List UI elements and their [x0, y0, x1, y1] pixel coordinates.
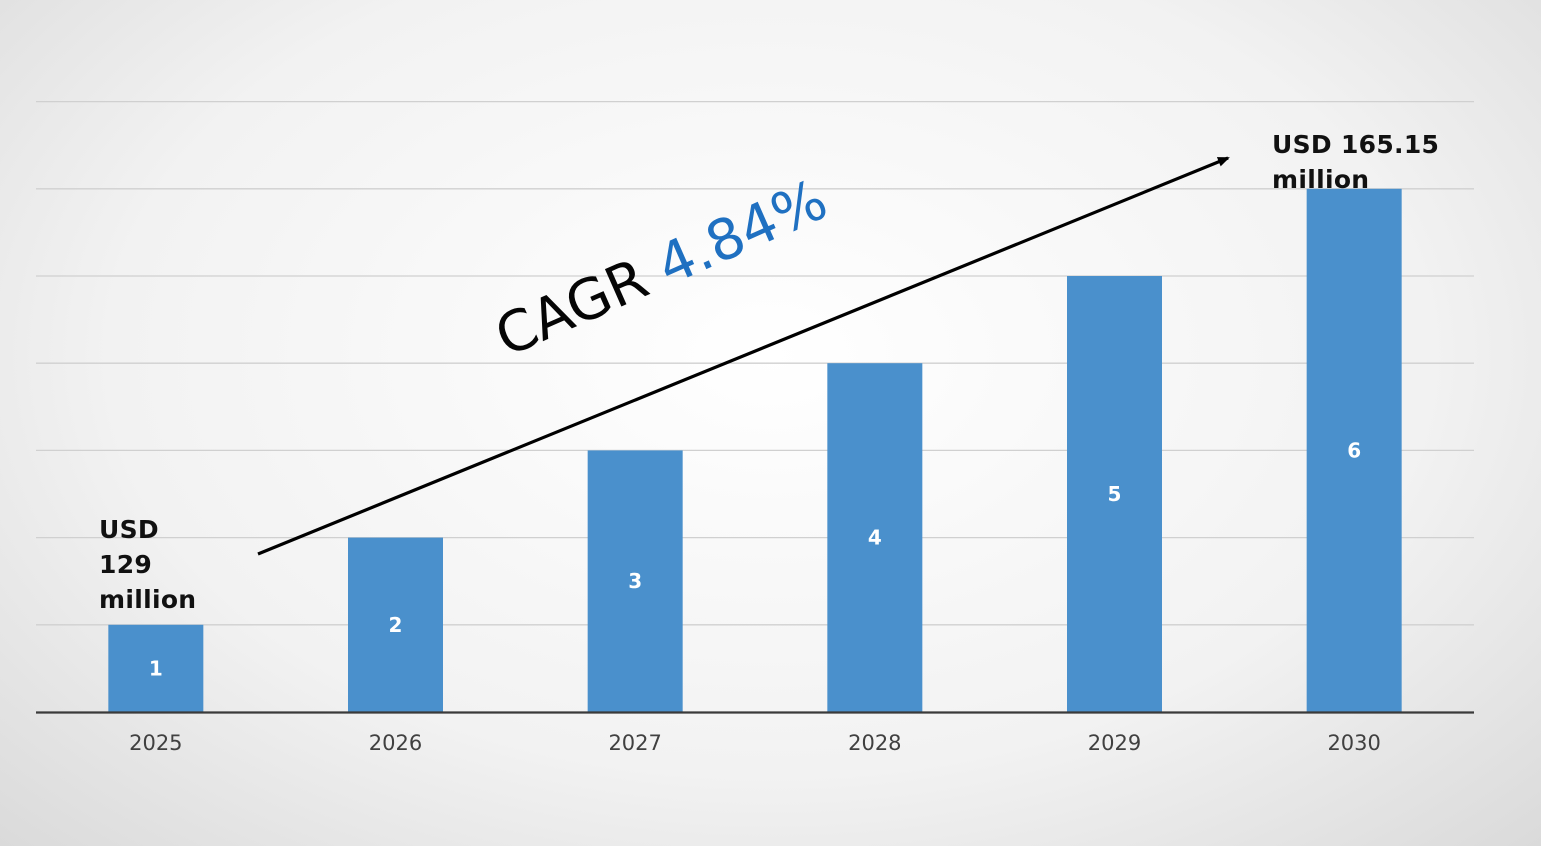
x-tick-label-2025: 2025 [129, 731, 182, 755]
bar-2030 [1306, 188, 1402, 713]
data-label-2027: 3 [628, 569, 642, 593]
x-axis-ticks: 2025 2026 2027 2028 2029 2030 [129, 731, 1381, 755]
bar-2027 [587, 450, 683, 712]
start-annotation-line-1: USD [99, 515, 159, 544]
start-annotation-line-3: million [99, 585, 197, 614]
data-label-2026: 2 [389, 613, 403, 637]
x-tick-label-2026: 2026 [369, 731, 422, 755]
x-tick-label-2029: 2029 [1088, 731, 1141, 755]
start-annotation-line-2: 129 [99, 550, 153, 579]
data-label-2025: 1 [149, 656, 163, 680]
x-tick-label-2027: 2027 [608, 731, 661, 755]
x-tick-label-2030: 2030 [1327, 731, 1380, 755]
bar-2028 [827, 363, 923, 712]
gridlines [36, 100, 1474, 626]
start-value-annotation: USD 129 million [99, 512, 196, 617]
bars [108, 188, 1402, 713]
end-annotation-line-1: USD 165.15 [1272, 130, 1440, 159]
bar-2029 [1067, 276, 1162, 712]
end-annotation-line-2: million [1272, 165, 1370, 194]
x-tick-label-2028: 2028 [848, 731, 901, 755]
growth-trend-arrow [257, 156, 1230, 556]
data-label-2029: 5 [1108, 482, 1122, 506]
end-value-annotation: USD 165.15 million [1272, 127, 1439, 197]
bar-2025 [108, 624, 204, 712]
data-label-2030: 6 [1347, 438, 1361, 462]
data-label-2028: 4 [868, 526, 882, 550]
bar-2026 [348, 537, 443, 712]
bar-labels: 1 2 3 4 5 6 [149, 438, 1361, 680]
